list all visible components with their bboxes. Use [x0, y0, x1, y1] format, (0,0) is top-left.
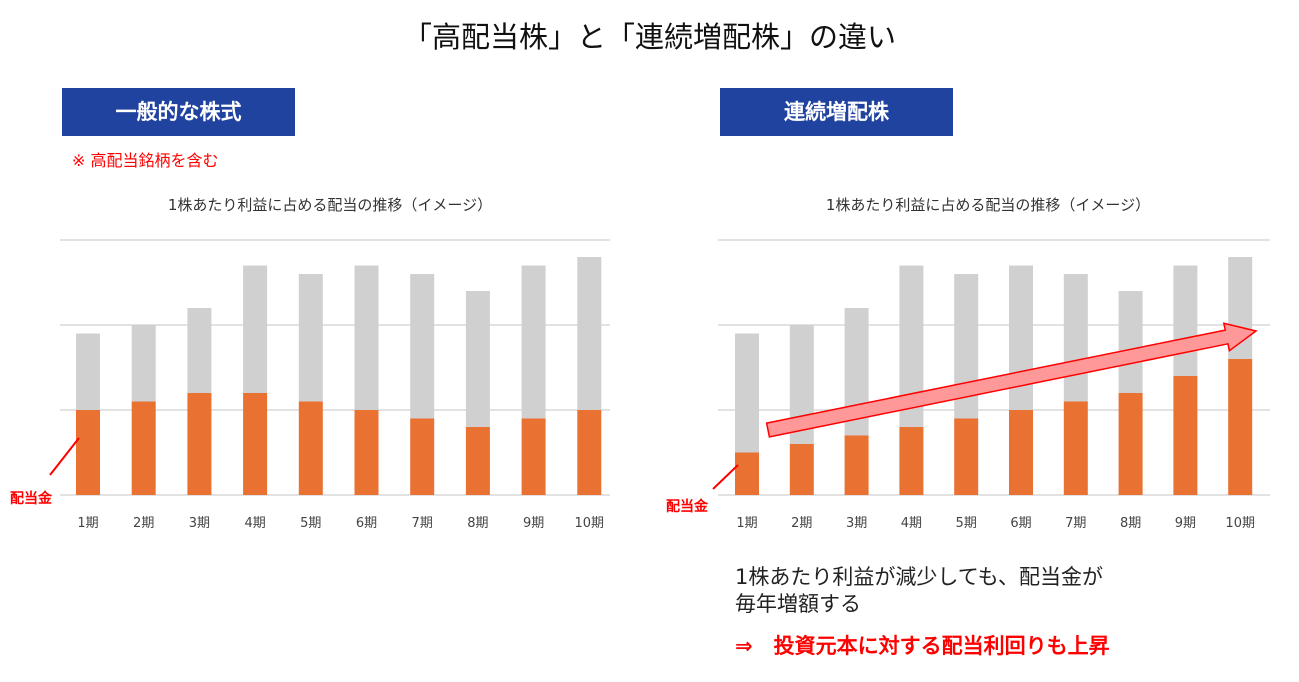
x-tick-label: 4期 — [244, 516, 265, 531]
left-chart: 1期 2期 3期 4期 5期 6期 7期 8期 9期 10期 配当金 — [10, 239, 610, 531]
eps-remainder-bar — [410, 274, 435, 419]
x-tick-label: 7期 — [412, 516, 433, 531]
x-tick-label: 3期 — [189, 516, 210, 531]
dividend-bar — [187, 393, 212, 495]
dividend-bar — [789, 444, 814, 495]
dividend-bar — [410, 418, 435, 495]
high-dividend-note: ※ 高配当銘柄を含む — [72, 151, 219, 170]
eps-remainder-bar — [577, 257, 602, 410]
x-tick-label: 9期 — [1175, 516, 1196, 531]
dividend-bar — [298, 401, 323, 495]
x-tick-label: 10期 — [575, 516, 605, 531]
dividend-bar — [1228, 359, 1253, 495]
dividend-annotation-label: 配当金 — [10, 490, 53, 507]
x-tick-label: 6期 — [356, 516, 377, 531]
x-tick-label: 2期 — [791, 516, 812, 531]
dividend-bar — [899, 427, 924, 495]
page-title: 「高配当株」と「連続増配株」の違い — [402, 20, 896, 54]
eps-remainder-bar — [1009, 265, 1033, 410]
eps-remainder-bar — [1118, 291, 1143, 393]
annotation-pointer — [712, 464, 739, 490]
x-tick-label: 1期 — [736, 516, 757, 531]
right-chart-title: 1株あたり利益に占める配当の推移（イメージ） — [825, 196, 1151, 214]
dividend-annotation-label: 配当金 — [666, 498, 709, 515]
annotation-pointer — [49, 437, 80, 476]
x-tick-label: 1期 — [77, 516, 98, 531]
x-tick-label: 5期 — [956, 516, 977, 531]
summary-line-1: 1株あたり利益が減少しても、配当金が — [735, 565, 1104, 589]
x-tick-label: 8期 — [1120, 516, 1141, 531]
eps-remainder-bar — [1173, 265, 1198, 376]
right-chart: 1期 2期 3期 4期 5期 6期 7期 8期 9期 10期 配当金 — [666, 239, 1270, 531]
eps-remainder-bar — [465, 291, 490, 427]
dividend-bar — [76, 410, 100, 495]
x-tick-label: 8期 — [467, 516, 488, 531]
x-tick-label: 5期 — [300, 516, 321, 531]
x-tick-label: 7期 — [1065, 516, 1086, 531]
dividend-bar — [1118, 393, 1143, 495]
left-chart-title: 1株あたり利益に占める配当の推移（イメージ） — [167, 196, 493, 214]
x-tick-label: 6期 — [1010, 516, 1031, 531]
dividend-bar — [465, 427, 490, 495]
eps-remainder-bar — [735, 333, 759, 453]
dividend-bar — [954, 418, 979, 495]
x-tick-label: 9期 — [523, 516, 544, 531]
dividend-bar — [735, 452, 759, 495]
dividend-bar — [1009, 410, 1033, 495]
x-tick-label: 10期 — [1225, 516, 1255, 531]
summary-text: 1株あたり利益が減少しても、配当金が 毎年増額する — [735, 564, 1103, 618]
dividend-bar — [131, 401, 156, 495]
dividend-bar — [243, 393, 268, 495]
general-stock-badge: 一般的な株式 — [62, 88, 295, 136]
eps-remainder-bar — [354, 265, 379, 410]
dividend-bar — [354, 410, 379, 495]
conclusion-text: ⇒ 投資元本に対する配当利回りも上昇 — [735, 634, 1110, 658]
rising-trend-arrow — [765, 322, 1258, 438]
eps-remainder-bar — [521, 265, 546, 419]
x-tick-label: 3期 — [846, 516, 867, 531]
dividend-bar — [844, 435, 869, 495]
eps-remainder-bar — [243, 265, 268, 393]
dividend-bar — [521, 418, 546, 495]
eps-remainder-bar — [1063, 274, 1088, 402]
summary-line-2: 毎年増額する — [735, 592, 861, 616]
x-tick-label: 2期 — [133, 516, 154, 531]
dividend-growth-badge: 連続増配株 — [720, 88, 953, 136]
eps-remainder-bar — [76, 333, 100, 410]
eps-remainder-bar — [187, 308, 212, 393]
dividend-bar — [1173, 376, 1198, 495]
dividend-bar — [577, 410, 602, 495]
eps-remainder-bar — [298, 274, 323, 402]
x-tick-label: 4期 — [901, 516, 922, 531]
eps-remainder-bar — [131, 325, 156, 402]
dividend-bar — [1063, 401, 1088, 495]
